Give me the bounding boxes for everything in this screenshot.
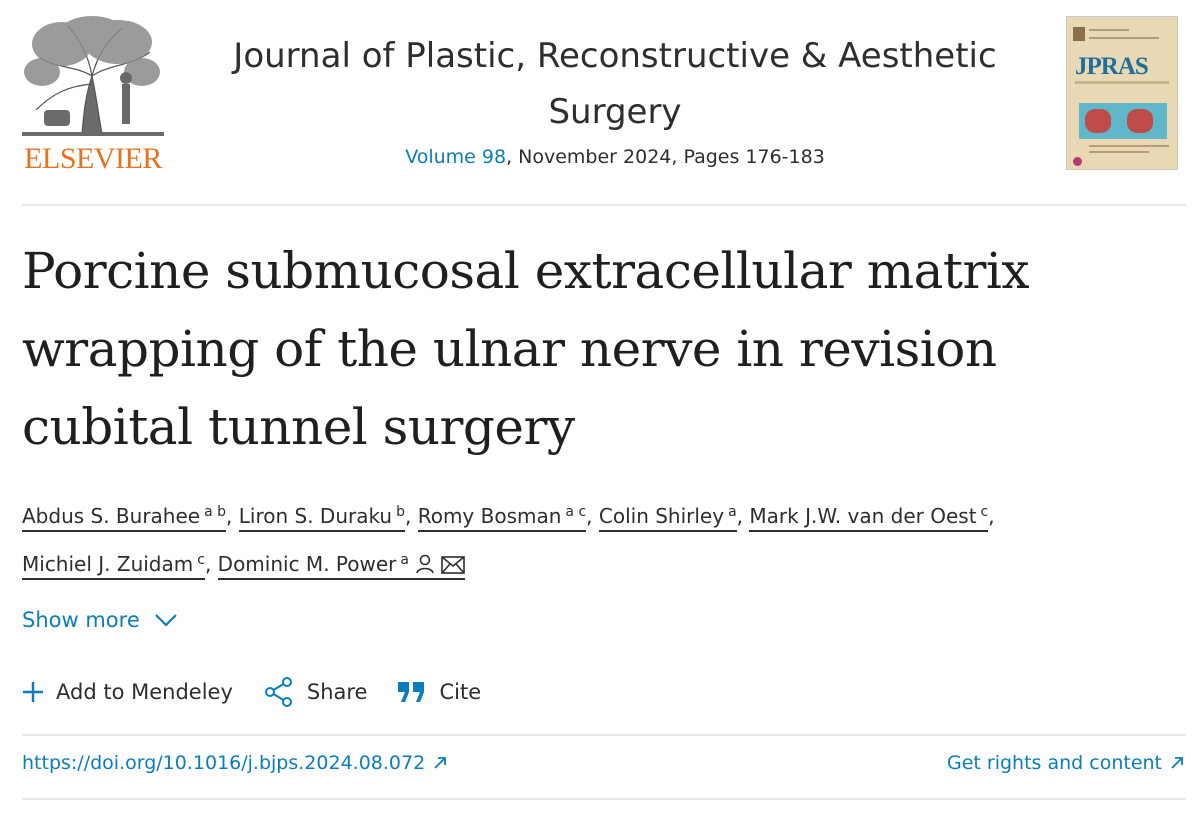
cover-publisher-mark [1073, 27, 1085, 41]
article-title: Porcine submucosal extracellular matrix … [22, 242, 1030, 456]
article-actions: Add to Mendeley Share Cite [22, 676, 511, 708]
doi-text: https://doi.org/10.1016/j.bjps.2024.08.0… [22, 752, 426, 774]
cover-subtitle-line [1075, 81, 1169, 84]
author-name: Dominic M. Power [217, 552, 397, 576]
tree-icon [22, 16, 164, 136]
author-name: Liron S. Duraku [238, 504, 393, 528]
author-link[interactable]: Michiel J. Zuidam c [22, 552, 205, 580]
author-name: Abdus S. Burahee [22, 504, 201, 528]
author-link[interactable]: Colin Shirley a [598, 504, 737, 532]
rights-link[interactable]: Get rights and content [947, 752, 1184, 774]
author-affiliation: a c [565, 504, 587, 520]
doi-link[interactable]: https://doi.org/10.1016/j.bjps.2024.08.0… [22, 752, 447, 774]
cover-image-detail [1085, 109, 1111, 133]
share-label: Share [306, 680, 368, 704]
author-affiliation: a b [204, 504, 227, 520]
author-name: Colin Shirley [598, 504, 725, 528]
issue-details: , November 2024, Pages 176-183 [506, 146, 825, 168]
cover-footer-line [1089, 145, 1169, 147]
cover-header-line [1089, 37, 1159, 39]
cite-label: Cite [439, 680, 482, 704]
author-affiliation: c [980, 504, 989, 520]
add-to-mendeley-label: Add to Mendeley [56, 680, 233, 704]
author-link[interactable]: Mark J.W. van der Oest c [749, 504, 989, 532]
rights-text: Get rights and content [946, 752, 1162, 774]
quote-icon [398, 682, 425, 702]
author-affiliation: a [400, 552, 409, 568]
share-button[interactable]: Share [263, 676, 368, 708]
external-link-icon [1171, 757, 1183, 769]
cover-badge [1073, 157, 1082, 166]
envelope-icon [441, 545, 465, 589]
journal-header: Journal of Plastic, Reconstructive & Aes… [200, 28, 1030, 168]
author-name: Romy Bosman [417, 504, 562, 528]
cover-footer-line [1089, 151, 1149, 153]
person-icon [415, 545, 435, 589]
external-link-icon [434, 757, 447, 769]
show-more-button[interactable]: Show more [22, 608, 178, 632]
author-name: Mark J.W. van der Oest [749, 504, 977, 528]
author-affiliation: b [396, 504, 405, 520]
footer-divider [22, 798, 1186, 800]
author-link[interactable]: Liron S. Duraku b [238, 504, 405, 532]
author-affiliation: c [197, 552, 205, 568]
elsevier-wordmark: ELSEVIER [24, 142, 162, 175]
share-icon [264, 677, 292, 707]
cite-button[interactable]: Cite [397, 680, 481, 704]
author-link[interactable]: Dominic M. Power a [217, 552, 465, 580]
actions-divider [22, 734, 1186, 736]
elsevier-logo[interactable]: ELSEVIER [22, 14, 164, 175]
author-link[interactable]: Romy Bosman a c [417, 504, 587, 532]
issue-info: Volume 98, November 2024, Pages 176-183 [200, 146, 1030, 168]
plus-icon [23, 682, 43, 702]
volume-link[interactable]: Volume 98 [405, 146, 507, 168]
journal-title[interactable]: Journal of Plastic, Reconstructive & Aes… [233, 36, 997, 132]
cover-image-detail [1127, 109, 1153, 133]
author-name: Michiel J. Zuidam [22, 552, 194, 576]
add-to-mendeley-button[interactable]: Add to Mendeley [22, 680, 233, 704]
chevron-down-icon [154, 614, 177, 627]
cover-title: JPRAS [1075, 53, 1149, 80]
journal-cover[interactable]: JPRAS [1066, 16, 1178, 170]
header-divider [22, 204, 1186, 206]
cover-image [1079, 103, 1167, 139]
cover-header-line [1089, 29, 1129, 31]
show-more-label: Show more [22, 608, 140, 632]
author-affiliation: a [728, 504, 737, 520]
author-link[interactable]: Abdus S. Burahee a b [22, 504, 227, 532]
author-list: Abdus S. Burahee a b, Liron S. Duraku b, R… [22, 490, 1192, 589]
